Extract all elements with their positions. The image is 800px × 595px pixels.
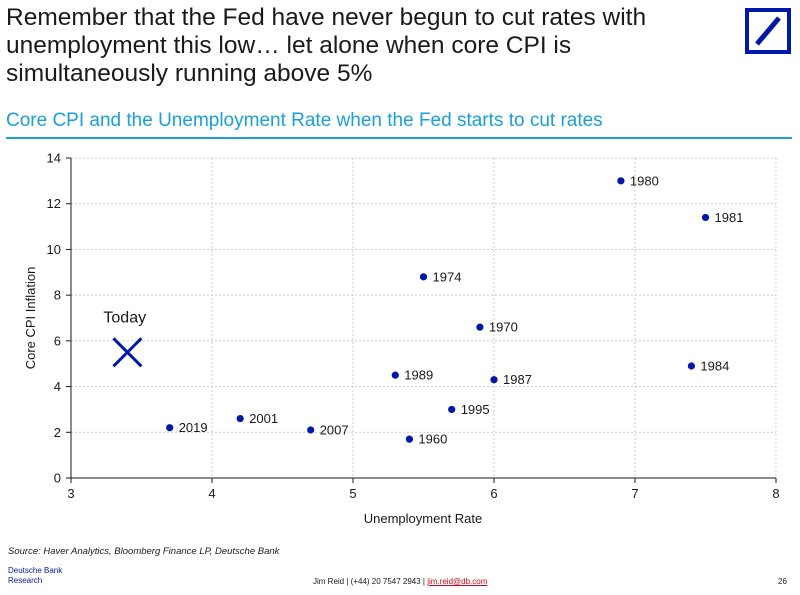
today-label: Today xyxy=(103,309,146,326)
data-point xyxy=(236,414,244,423)
data-points: 1980 1981 1974 1970 1984 1989 1987 1995 2001 2019… xyxy=(166,173,744,447)
x-tick-label: 6 xyxy=(490,486,497,501)
grid-lines xyxy=(71,157,777,478)
data-point xyxy=(448,405,456,414)
footer-contact: Jim Reid | (+44) 20 7547 2943 | jim.reid… xyxy=(313,577,487,586)
y-tick-label: 0 xyxy=(54,471,61,486)
y-axis-label: Core CPI Inflation xyxy=(23,267,38,370)
x-tick-label: 7 xyxy=(631,486,638,501)
data-point xyxy=(701,213,710,222)
source-note: Source: Haver Analytics, Bloomberg Finan… xyxy=(8,546,280,557)
y-tick-label: 6 xyxy=(54,333,61,348)
chart-title: Core CPI and the Unemployment Rate when … xyxy=(6,110,603,131)
footer-company: Deutsche Bank xyxy=(8,566,63,575)
data-label: 1989 xyxy=(404,368,433,383)
data-label: 2001 xyxy=(249,411,278,426)
x-tick-label: 5 xyxy=(349,486,356,501)
data-label: 1974 xyxy=(433,269,462,284)
tick-labels: 0 2 4 6 8 10 12 14 3 4 5 6 7 8 xyxy=(47,151,780,502)
data-label: 1980 xyxy=(630,173,659,188)
title-rule xyxy=(6,137,792,139)
data-point xyxy=(405,435,413,443)
headline: Remember that the Fed have never begun t… xyxy=(6,4,647,87)
x-tick-label: 8 xyxy=(772,486,779,501)
x-axis-label: Unemployment Rate xyxy=(364,511,483,526)
data-label: 2007 xyxy=(320,423,349,438)
x-tick-label: 4 xyxy=(208,486,215,501)
data-point xyxy=(490,376,498,384)
data-point xyxy=(166,424,174,432)
y-tick-label: 4 xyxy=(54,379,61,394)
y-tick-label: 10 xyxy=(47,242,61,257)
data-point xyxy=(617,177,625,185)
data-label: 1970 xyxy=(489,320,518,335)
footer-contact-text: Jim Reid | (+44) 20 7547 2943 | xyxy=(313,577,428,586)
data-point xyxy=(687,362,696,370)
data-label: 1987 xyxy=(503,372,532,387)
data-point xyxy=(307,426,315,434)
data-label: 1984 xyxy=(700,359,729,374)
data-point xyxy=(419,273,428,281)
x-tick-label: 3 xyxy=(67,486,74,501)
page-number: 26 xyxy=(778,577,787,586)
data-label: 1995 xyxy=(461,402,490,417)
data-point xyxy=(476,323,484,331)
y-tick-label: 2 xyxy=(54,425,61,440)
y-tick-label: 8 xyxy=(54,288,61,303)
y-tick-label: 12 xyxy=(47,196,61,211)
data-label: 1981 xyxy=(715,210,744,225)
data-label: 1960 xyxy=(418,432,447,447)
deutsche-bank-logo-icon xyxy=(745,8,791,54)
data-point xyxy=(391,371,399,379)
email-link[interactable]: jim.reid@db.com xyxy=(427,577,488,586)
footer-division: Research xyxy=(8,576,43,585)
data-label: 2019 xyxy=(179,420,208,435)
footer-brand: Deutsche Bank Research xyxy=(8,566,62,586)
today-marker xyxy=(112,337,143,368)
annotations: Today xyxy=(103,309,146,368)
y-tick-label: 14 xyxy=(47,151,61,166)
axes xyxy=(66,157,777,483)
